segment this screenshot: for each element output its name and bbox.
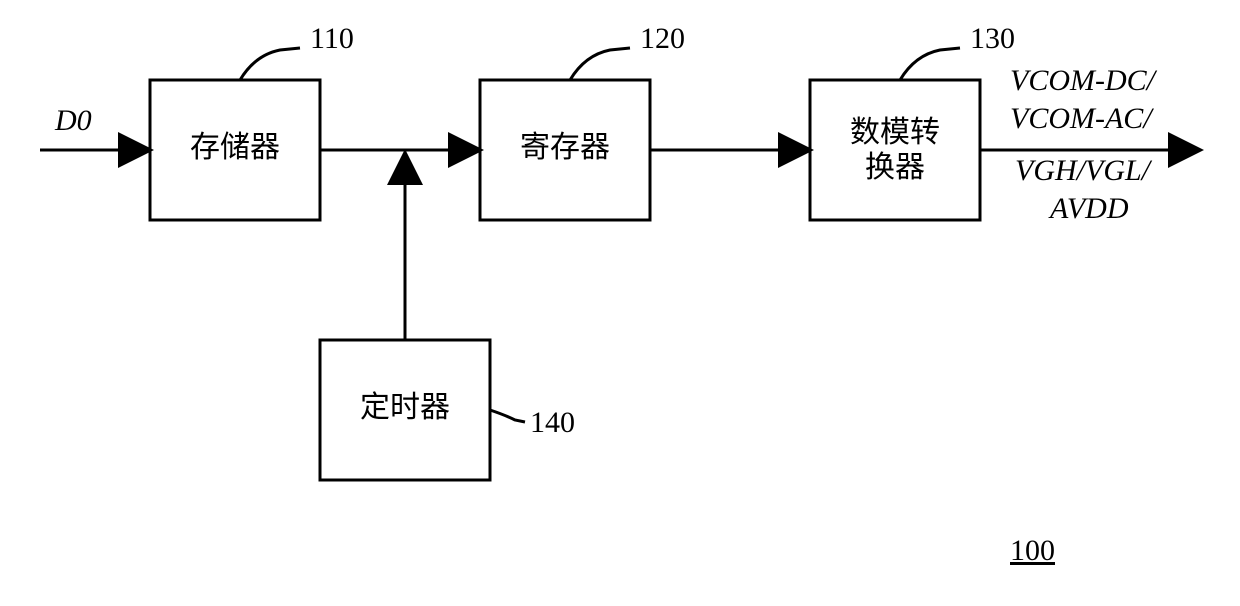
block-memory-ref: 110	[310, 22, 354, 55]
block-dac: 数模转 换器 130	[810, 22, 1015, 220]
block-register-label: 寄存器	[520, 131, 610, 164]
block-dac-ref: 130	[970, 22, 1015, 55]
block-timer-ref: 140	[530, 406, 575, 439]
figure-number: 100	[1010, 534, 1055, 567]
output-label-2: VCOM-AC/	[1010, 102, 1154, 135]
block-memory-label: 存储器	[190, 131, 280, 164]
output-label-4: AVDD	[1048, 192, 1129, 225]
input-label: D0	[54, 104, 92, 137]
output-label-1: VCOM-DC/	[1010, 64, 1158, 97]
block-memory: 存储器 110	[150, 22, 354, 220]
output-label-3: VGH/VGL/	[1015, 154, 1153, 187]
block-diagram: 存储器 110 寄存器 120 数模转 换器 130 定时器 140 D0 VC…	[0, 0, 1240, 606]
block-dac-label-line1: 数模转	[850, 116, 940, 149]
block-timer-label: 定时器	[360, 391, 450, 424]
block-timer: 定时器 140	[320, 340, 575, 480]
output-labels: VCOM-DC/ VCOM-AC/ VGH/VGL/ AVDD	[1010, 64, 1158, 225]
block-register: 寄存器 120	[480, 22, 685, 220]
block-register-ref: 120	[640, 22, 685, 55]
block-dac-label-line2: 换器	[865, 151, 925, 184]
